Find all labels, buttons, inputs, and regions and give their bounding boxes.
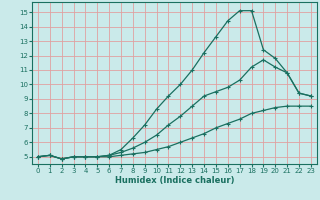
X-axis label: Humidex (Indice chaleur): Humidex (Indice chaleur): [115, 176, 234, 185]
